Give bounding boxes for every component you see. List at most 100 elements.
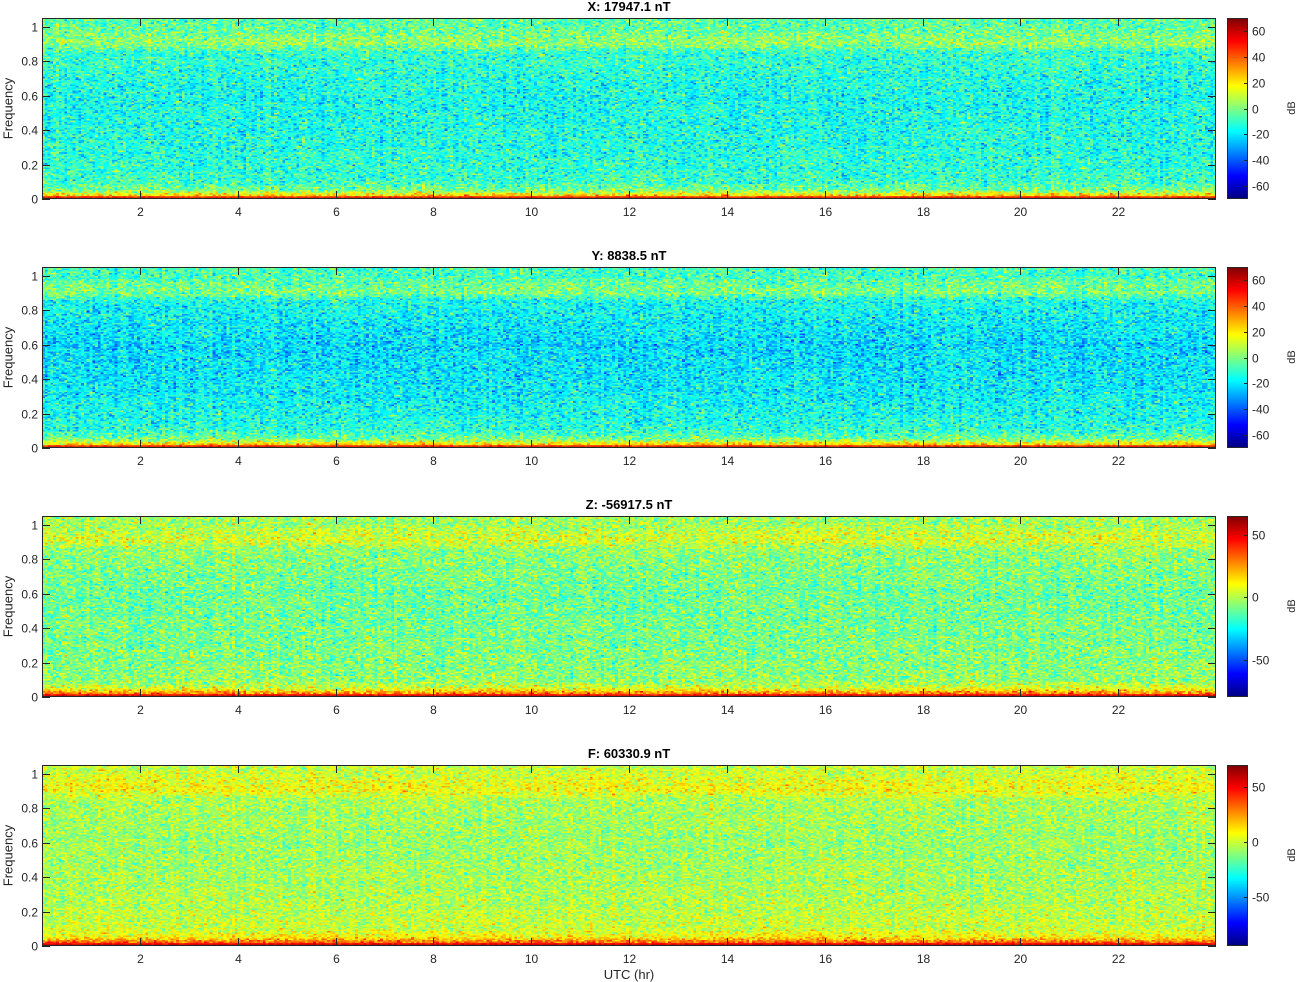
x-tick-label: 12 xyxy=(623,454,637,468)
x-tick-label: 8 xyxy=(430,454,437,468)
y-tick-label: 0.2 xyxy=(21,408,38,422)
colorbar-tick-label: 0 xyxy=(1252,352,1259,366)
colorbar-tick-label: 60 xyxy=(1252,274,1266,288)
y-tick-label: 0.2 xyxy=(21,159,38,173)
x-tick-label: 14 xyxy=(721,703,735,717)
y-tick-label: 1 xyxy=(31,768,38,782)
x-tick-label: 14 xyxy=(721,454,735,468)
x-axis-label: UTC (hr) xyxy=(603,967,655,982)
colorbar-tick-label: 20 xyxy=(1252,77,1266,91)
spectrogram-image xyxy=(42,267,1216,448)
y-tick-label: 0.8 xyxy=(21,553,38,567)
x-tick-label: 18 xyxy=(917,205,931,219)
colorbar-tick-label: 0 xyxy=(1252,836,1259,850)
x-tick-label: 14 xyxy=(721,205,735,219)
colorbar-tick-label: 40 xyxy=(1252,51,1266,65)
x-tick-label: 6 xyxy=(333,205,340,219)
x-tick-label: 2 xyxy=(137,952,144,966)
axes-box xyxy=(42,765,1216,946)
colorbar-tick-label: -40 xyxy=(1252,403,1270,417)
y-tick-label: 0.4 xyxy=(21,871,38,885)
x-tick-label: 16 xyxy=(819,205,833,219)
spectrogram-image xyxy=(42,18,1216,199)
x-tick-label: 22 xyxy=(1112,454,1126,468)
colorbar-tick-label: 20 xyxy=(1252,326,1266,340)
x-tick-label: 16 xyxy=(819,952,833,966)
x-tick-label: 10 xyxy=(525,703,539,717)
y-tick-label: 0 xyxy=(31,193,38,207)
x-tick-label: 18 xyxy=(917,703,931,717)
y-tick-label: 0.2 xyxy=(21,657,38,671)
colorbar-tick-label: 50 xyxy=(1252,781,1266,795)
x-tick-label: 8 xyxy=(430,703,437,717)
y-tick-label: 0.4 xyxy=(21,373,38,387)
y-tick-label: 0 xyxy=(31,691,38,705)
x-tick-label: 12 xyxy=(623,703,637,717)
x-tick-label: 2 xyxy=(137,205,144,219)
colorbar-tick-label: 60 xyxy=(1252,25,1266,39)
colorbar-tick-label: -60 xyxy=(1252,429,1270,443)
x-tick-label: 6 xyxy=(333,952,340,966)
panel-title: X: 17947.1 nT xyxy=(587,0,671,14)
colorbar-box xyxy=(1227,765,1248,946)
spectrogram-image xyxy=(42,765,1216,946)
x-tick-label: 16 xyxy=(819,703,833,717)
x-tick-label: 16 xyxy=(819,454,833,468)
x-tick-label: 22 xyxy=(1112,205,1126,219)
y-tick-label: 0.8 xyxy=(21,802,38,816)
x-tick-label: 10 xyxy=(525,205,539,219)
colorbar-tick-label: -20 xyxy=(1252,377,1270,391)
x-tick-label: 4 xyxy=(235,952,242,966)
x-tick-label: 20 xyxy=(1014,205,1028,219)
y-tick-label: 1 xyxy=(31,21,38,35)
y-tick-label: 0.4 xyxy=(21,622,38,636)
colorbar xyxy=(1227,18,1248,199)
x-tick-label: 2 xyxy=(137,454,144,468)
x-tick-label: 22 xyxy=(1112,703,1126,717)
colorbar-tick-label: 0 xyxy=(1252,591,1259,605)
x-tick-label: 2 xyxy=(137,703,144,717)
x-tick-label: 12 xyxy=(623,952,637,966)
colorbar xyxy=(1227,516,1248,697)
y-tick-label: 0 xyxy=(31,940,38,954)
panel-title: Z: -56917.5 nT xyxy=(585,497,673,512)
x-tick-label: 18 xyxy=(917,952,931,966)
x-tick-label: 6 xyxy=(333,454,340,468)
x-tick-label: 20 xyxy=(1014,952,1028,966)
colorbar-tick-label: 40 xyxy=(1252,300,1266,314)
y-tick-label: 1 xyxy=(31,270,38,284)
colorbar-tick-label: -20 xyxy=(1252,128,1270,142)
colorbar-tick-label: -60 xyxy=(1252,180,1270,194)
colorbar-tick-label: 0 xyxy=(1252,103,1259,117)
y-tick-label: 0.4 xyxy=(21,124,38,138)
x-tick-label: 8 xyxy=(430,205,437,219)
x-tick-label: 12 xyxy=(623,205,637,219)
y-tick-label: 0 xyxy=(31,442,38,456)
y-tick-label: 0.8 xyxy=(21,304,38,318)
y-tick-label: 0.2 xyxy=(21,906,38,920)
y-tick-label: 1 xyxy=(31,519,38,533)
x-tick-label: 18 xyxy=(917,454,931,468)
colorbar xyxy=(1227,267,1248,448)
x-tick-label: 4 xyxy=(235,454,242,468)
x-tick-label: 10 xyxy=(525,454,539,468)
panel-title: Y: 8838.5 nT xyxy=(591,248,667,263)
x-tick-label: 8 xyxy=(430,952,437,966)
spectrogram-image xyxy=(42,516,1216,697)
colorbar-tick-label: -50 xyxy=(1252,891,1270,905)
y-tick-label: 0.6 xyxy=(21,90,38,104)
colorbar-box xyxy=(1227,18,1248,199)
x-tick-label: 10 xyxy=(525,952,539,966)
panel-title: F: 60330.9 nT xyxy=(587,746,671,761)
x-tick-label: 4 xyxy=(235,703,242,717)
y-tick-label: 0.6 xyxy=(21,339,38,353)
colorbar-box xyxy=(1227,516,1248,697)
y-tick-label: 0.8 xyxy=(21,55,38,69)
x-tick-label: 20 xyxy=(1014,454,1028,468)
colorbar-tick-label: -50 xyxy=(1252,654,1270,668)
colorbar-tick-label: -40 xyxy=(1252,154,1270,168)
